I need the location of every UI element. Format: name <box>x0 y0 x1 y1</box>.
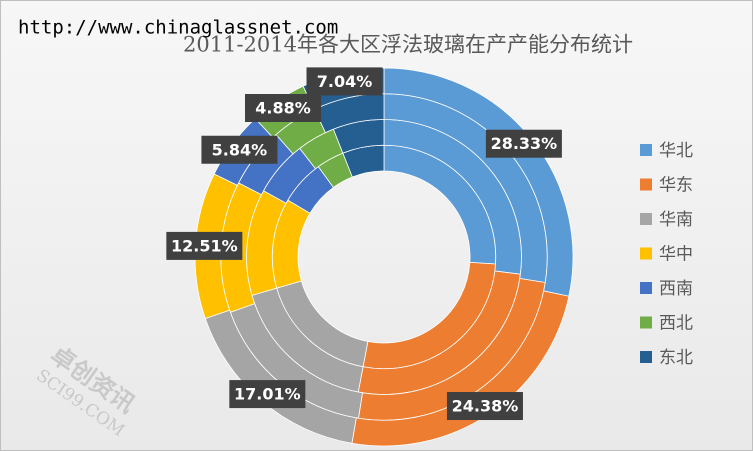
legend-swatch <box>640 282 652 294</box>
legend-swatch <box>640 213 652 225</box>
data-label-box <box>166 231 243 260</box>
data-label-box <box>245 94 322 123</box>
legend-label: 华中 <box>659 245 693 265</box>
data-label-text: 5.84% <box>212 140 268 159</box>
legend-label: 西南 <box>659 279 693 299</box>
legend-label: 华东 <box>659 176 693 196</box>
data-label-text: 24.38% <box>452 397 519 416</box>
data-label: 4.88% <box>245 94 322 123</box>
data-label-box <box>446 392 523 421</box>
data-label-box <box>201 135 278 164</box>
legend-swatch <box>640 316 652 329</box>
data-label-text: 17.01% <box>234 385 301 404</box>
data-label: 5.84% <box>201 135 278 164</box>
data-label: 28.33% <box>485 129 562 158</box>
data-label: 24.38% <box>446 392 523 421</box>
legend-swatch <box>640 247 652 260</box>
data-label: 17.01% <box>229 380 306 409</box>
chart-title: 2011-2014年各大区浮法玻璃在产产能分布统计 <box>183 33 633 57</box>
data-label: 12.51% <box>166 231 243 260</box>
data-label: 7.04% <box>306 67 383 96</box>
legend-label: 东北 <box>659 348 693 368</box>
data-label-box <box>229 380 306 409</box>
data-label-text: 28.33% <box>491 134 558 153</box>
data-label-box <box>485 129 562 158</box>
data-label-text: 12.51% <box>171 236 238 255</box>
legend-swatch <box>640 144 652 156</box>
legend-swatch <box>640 351 652 363</box>
data-label-text: 7.04% <box>317 72 373 91</box>
source-url: http://www.chinaglassnet.com <box>18 17 338 39</box>
legend-label: 华南 <box>659 210 693 230</box>
legend-swatch <box>640 178 652 191</box>
legend-label: 华北 <box>659 141 693 161</box>
data-label-text: 4.88% <box>255 99 311 118</box>
data-label-box <box>306 67 383 96</box>
legend-label: 西北 <box>659 314 693 334</box>
